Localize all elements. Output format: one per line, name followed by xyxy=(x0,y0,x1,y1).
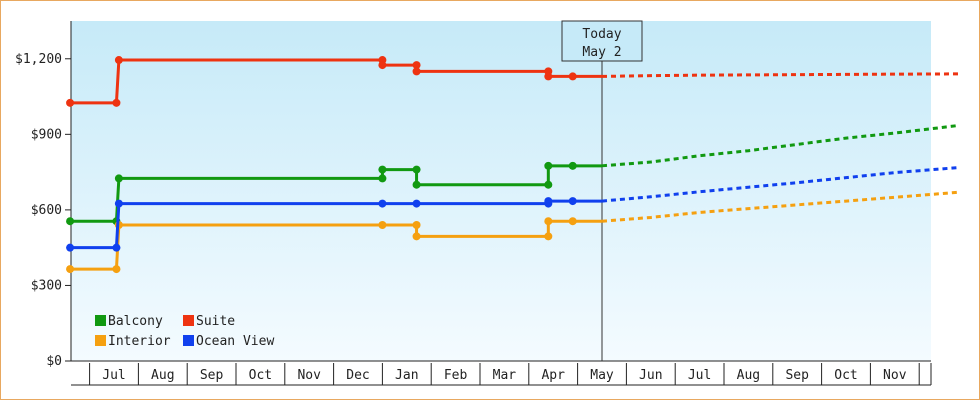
legend-swatch-suite xyxy=(183,315,194,326)
month-label: Sep xyxy=(785,368,809,383)
legend-label-interior: Interior xyxy=(108,334,171,349)
today-date-label: May 2 xyxy=(582,45,621,60)
y-tick-label: $900 xyxy=(31,127,62,142)
data-point xyxy=(544,197,553,206)
data-point xyxy=(66,98,75,107)
forecast-line-interior xyxy=(601,190,959,223)
series-suite xyxy=(66,56,959,107)
data-point xyxy=(412,61,421,70)
month-label: Jun xyxy=(639,368,662,383)
data-point xyxy=(412,165,421,174)
forecast-line-balcony xyxy=(601,124,959,168)
data-point xyxy=(112,265,121,274)
data-point xyxy=(412,67,421,76)
data-point xyxy=(412,180,421,189)
data-point xyxy=(378,221,387,229)
data-point xyxy=(114,174,123,183)
month-label: Nov xyxy=(297,368,321,383)
series-layer xyxy=(66,56,959,274)
legend-swatch-ocean-view xyxy=(183,335,194,346)
data-point xyxy=(66,265,75,274)
data-point xyxy=(544,72,553,81)
month-label: Oct xyxy=(249,368,272,383)
data-point xyxy=(544,161,553,170)
data-point xyxy=(66,243,75,252)
month-label: May xyxy=(590,368,614,383)
data-point xyxy=(412,221,421,229)
data-point xyxy=(66,217,75,226)
legend: Balcony Suite Interior Ocean View xyxy=(95,314,274,349)
x-axis-months: Jul Aug Sep Oct Nov Dec Jan Feb Mar Apr May Jun Jul A… xyxy=(71,363,932,386)
month-label: Sep xyxy=(200,368,224,383)
data-point xyxy=(544,232,553,241)
month-label: Dec xyxy=(346,368,369,383)
month-label: Nov xyxy=(883,368,907,383)
y-axis-ticks: $0 $300 $600 $900 $1,200 xyxy=(15,52,71,369)
y-tick-label: $600 xyxy=(31,203,62,218)
month-label: Jul xyxy=(688,368,711,383)
data-point xyxy=(114,56,123,65)
y-tick-label: $0 xyxy=(46,354,62,369)
legend-label-balcony: Balcony xyxy=(108,314,163,329)
data-point xyxy=(378,174,387,183)
month-label: Oct xyxy=(834,368,857,383)
data-point xyxy=(412,199,421,208)
legend-swatch-interior xyxy=(95,335,106,346)
legend-label-suite: Suite xyxy=(196,314,235,329)
y-tick-label: $1,200 xyxy=(15,52,62,67)
plot-area xyxy=(71,21,931,361)
data-point xyxy=(544,217,553,226)
data-point xyxy=(378,165,387,174)
data-point xyxy=(378,61,387,70)
month-label: Mar xyxy=(493,368,517,383)
data-point xyxy=(568,72,577,81)
series-ocean-view xyxy=(66,166,959,252)
data-point xyxy=(114,199,123,208)
data-point xyxy=(412,232,421,241)
month-label: Aug xyxy=(151,368,174,383)
data-point xyxy=(568,161,577,170)
month-label: Feb xyxy=(444,368,468,383)
today-marker: Today May 2 xyxy=(561,20,643,361)
month-label: Apr xyxy=(541,368,565,383)
axes xyxy=(70,21,931,362)
legend-label-ocean-view: Ocean View xyxy=(196,334,274,349)
data-point xyxy=(544,180,553,189)
y-tick-label: $300 xyxy=(31,278,62,293)
month-label: Jan xyxy=(395,368,418,383)
forecast-line-ocean-view xyxy=(601,166,959,203)
data-point xyxy=(378,199,387,208)
data-point xyxy=(568,217,577,226)
data-point xyxy=(112,243,121,252)
data-point xyxy=(112,98,121,107)
month-label: Jul xyxy=(102,368,125,383)
series-balcony xyxy=(66,124,959,226)
today-label-box xyxy=(561,20,643,62)
legend-swatch-balcony xyxy=(95,315,106,326)
data-point xyxy=(568,197,577,206)
today-label: Today xyxy=(582,27,621,42)
month-label: Aug xyxy=(737,368,760,383)
forecast-line-suite xyxy=(601,72,959,78)
